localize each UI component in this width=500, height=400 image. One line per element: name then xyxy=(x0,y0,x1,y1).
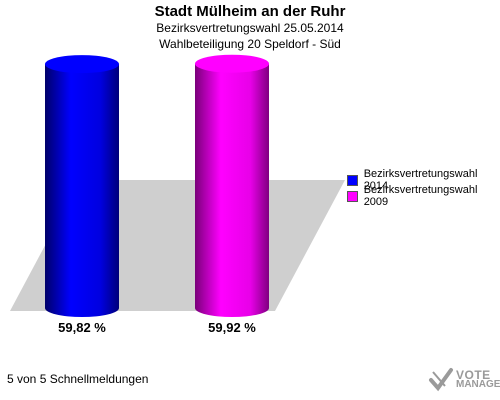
chart-legend: Bezirksvertretungswahl 2014 Bezirksvertr… xyxy=(347,168,500,208)
value-label-2009: 59,92 % xyxy=(208,320,256,335)
vote-manager-logo: VOTE MANAGER xyxy=(428,366,500,394)
chart-header: Stadt Mülheim an der Ruhr Bezirksvertret… xyxy=(0,4,500,52)
report-status: 5 von 5 Schnellmeldungen xyxy=(7,372,149,386)
legend-label-2014: Bezirksvertretungswahl 2014 xyxy=(363,168,478,192)
legend-label-2009: Bezirksvertretungswahl 2009 xyxy=(363,184,478,208)
legend-item-2009: Bezirksvertretungswahl 2009 xyxy=(347,184,500,208)
bar-2009 xyxy=(195,63,269,317)
logo-line-manager: MANAGER xyxy=(456,379,500,390)
bar-2014 xyxy=(45,64,119,317)
logo-text: VOTE MANAGER xyxy=(456,368,500,390)
bar-top-2009 xyxy=(195,54,269,73)
legend-swatch-2014 xyxy=(347,174,358,186)
chart-subtitle-district: Wahlbeteiligung 20 Speldorf - Süd xyxy=(159,37,341,51)
logo-line-vote: VOTE xyxy=(456,368,491,382)
chart-subtitle-election: Bezirksvertretungswahl 25.05.2014 xyxy=(156,21,344,35)
legend-swatch-2009 xyxy=(347,190,358,202)
value-label-2014: 59,82 % xyxy=(58,320,106,335)
ballot-check-icon xyxy=(429,368,453,392)
bars-layer xyxy=(45,54,269,317)
chart-title: Stadt Mülheim an der Ruhr xyxy=(154,3,346,20)
bar-top-2014 xyxy=(45,55,119,74)
legend-item-2014: Bezirksvertretungswahl 2014 xyxy=(347,168,500,192)
